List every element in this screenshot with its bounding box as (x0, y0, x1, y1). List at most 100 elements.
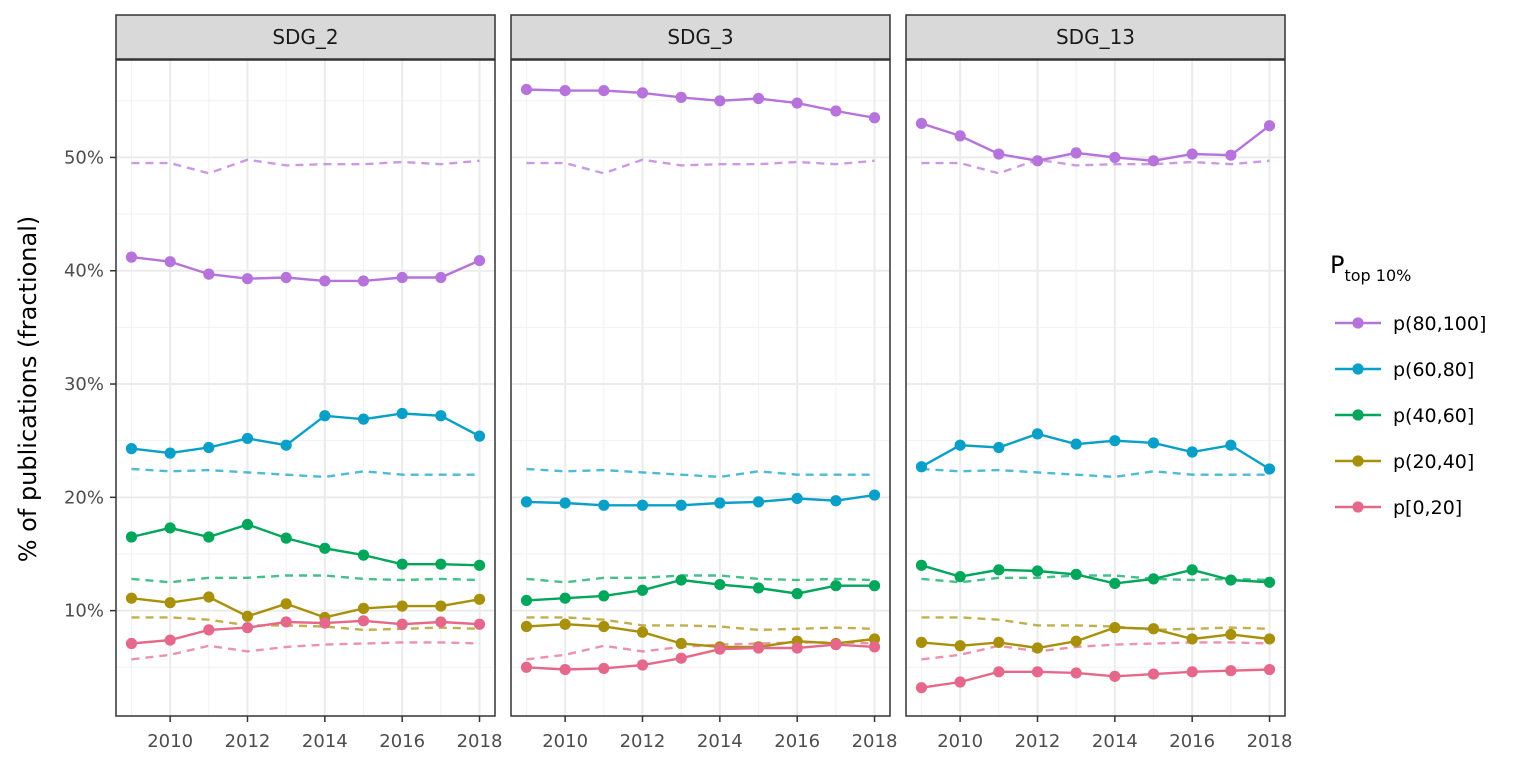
data-point (241, 273, 254, 285)
data-point (868, 641, 881, 653)
y-tick-label: 40% (64, 261, 104, 282)
data-point (280, 616, 292, 628)
data-point (1263, 463, 1276, 475)
series-line-p-80-100 (131, 255, 480, 283)
data-point (1109, 670, 1121, 682)
data-point (435, 558, 447, 570)
data-point (1070, 635, 1082, 647)
data-point (435, 410, 447, 422)
data-point (164, 597, 176, 609)
x-tick-label: 2018 (852, 731, 898, 752)
data-point (559, 84, 571, 97)
data-point (1070, 568, 1082, 580)
y-tick-label: 50% (64, 147, 104, 168)
data-point (954, 640, 966, 652)
data-point (396, 618, 408, 630)
y-axis-label: % of publications (fractional) (14, 216, 42, 563)
legend-label: p(60,80] (1393, 359, 1474, 381)
data-point (915, 636, 928, 648)
data-point (714, 95, 726, 107)
data-point (868, 489, 881, 501)
data-point (396, 558, 408, 570)
x-tick-label: 2014 (697, 731, 743, 752)
data-point (125, 592, 138, 604)
x-tick-label: 2012 (1015, 731, 1061, 752)
series-p-80-100 (520, 83, 881, 124)
data-point (520, 620, 533, 633)
data-point (559, 618, 571, 630)
data-point (241, 610, 254, 622)
reference-line-p-40-60 (526, 574, 875, 584)
data-point (1031, 565, 1044, 577)
strip-background (115, 14, 496, 60)
data-point (1147, 573, 1160, 585)
series-p-60-80 (125, 407, 486, 459)
series-p-40-60 (125, 518, 486, 571)
data-point (1263, 663, 1276, 676)
data-point (1070, 438, 1082, 450)
data-point (396, 600, 408, 612)
data-point (868, 633, 881, 645)
panel-border (115, 59, 496, 717)
series-p-60-80 (915, 428, 1276, 475)
data-point (598, 499, 610, 511)
reference-line-p-20-40 (526, 616, 875, 632)
data-point (636, 87, 649, 99)
series-line-p-0-20 (131, 619, 480, 645)
x-tick-label: 2018 (457, 731, 503, 752)
series-line-p-60-80 (526, 493, 875, 507)
data-point (125, 251, 138, 263)
data-point (1109, 577, 1121, 590)
data-point (1147, 155, 1160, 167)
data-point (280, 598, 292, 610)
series-p-0-20 (915, 663, 1276, 694)
legend: Ptop 10% p(80,100] p(60,80] p(40,60] p(20,40… (1330, 251, 1486, 519)
series-p-80-100 (125, 251, 486, 287)
series-line-p-40-60 (921, 564, 1270, 585)
data-point (319, 617, 331, 629)
data-point (675, 574, 687, 586)
x-tick-label: 2010 (147, 731, 193, 752)
data-point (1186, 148, 1198, 160)
y-tick-label: 30% (64, 374, 104, 395)
data-point (752, 642, 765, 654)
data-point (675, 637, 687, 650)
panels-group: SDG_2 2010 2012 2014 2016 2018 10% 20% 30% 40% 50%… (64, 14, 1292, 752)
data-point (357, 275, 370, 287)
data-point (752, 582, 765, 594)
series-p-60-80 (520, 489, 881, 511)
x-tick-label: 2010 (542, 731, 588, 752)
data-point (1225, 574, 1237, 586)
data-point (714, 578, 726, 591)
data-point (954, 439, 966, 451)
legend-key-point (1352, 317, 1364, 329)
data-point (714, 643, 726, 655)
x-tick-label: 2012 (620, 731, 666, 752)
series-p-20-40 (915, 622, 1276, 654)
data-point (636, 626, 649, 638)
panel-border (905, 59, 1286, 717)
data-point (357, 413, 370, 425)
legend-key-point (1352, 501, 1364, 513)
reference-line-p-0-20 (921, 641, 1270, 661)
x-tick-label: 2016 (1169, 731, 1215, 752)
data-point (1147, 623, 1160, 635)
data-point (1109, 435, 1121, 447)
series-line-p-60-80 (131, 412, 481, 455)
data-point (868, 580, 881, 592)
data-point (1109, 151, 1121, 164)
panel-background (906, 60, 1285, 716)
data-point (1186, 564, 1198, 576)
data-point (915, 559, 928, 571)
data-point (396, 407, 408, 420)
x-tick-label: 2012 (225, 731, 271, 752)
strip-label: SDG_3 (667, 25, 733, 49)
reference-line-p-60-80 (131, 467, 480, 479)
data-point (791, 588, 803, 600)
data-point (1225, 628, 1237, 641)
data-point (1263, 576, 1276, 588)
x-tick-label: 2016 (379, 731, 425, 752)
data-point (125, 637, 138, 650)
reference-line-p-0-20 (131, 641, 480, 661)
data-point (520, 83, 533, 96)
